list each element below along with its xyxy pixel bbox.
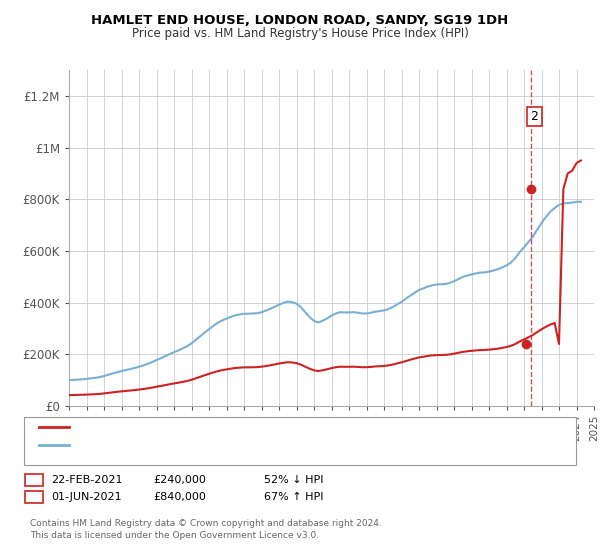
Text: 2: 2 <box>31 492 38 502</box>
Text: 01-JUN-2021: 01-JUN-2021 <box>51 492 122 502</box>
Text: 22-FEB-2021: 22-FEB-2021 <box>51 475 122 485</box>
Text: 67% ↑ HPI: 67% ↑ HPI <box>264 492 323 502</box>
Text: £240,000: £240,000 <box>153 475 206 485</box>
Text: £840,000: £840,000 <box>153 492 206 502</box>
Text: HAMLET END HOUSE, LONDON ROAD, SANDY, SG19 1DH: HAMLET END HOUSE, LONDON ROAD, SANDY, SG… <box>91 14 509 27</box>
Text: 2: 2 <box>530 110 538 123</box>
Text: HAMLET END HOUSE, LONDON ROAD, SANDY, SG19 1DH (detached house): HAMLET END HOUSE, LONDON ROAD, SANDY, SG… <box>75 422 466 432</box>
Text: Contains HM Land Registry data © Crown copyright and database right 2024.
This d: Contains HM Land Registry data © Crown c… <box>30 519 382 540</box>
Text: HPI: Average price, detached house, Central Bedfordshire: HPI: Average price, detached house, Cent… <box>75 440 376 450</box>
Text: Price paid vs. HM Land Registry's House Price Index (HPI): Price paid vs. HM Land Registry's House … <box>131 27 469 40</box>
Text: 1: 1 <box>31 475 38 485</box>
Text: 52% ↓ HPI: 52% ↓ HPI <box>264 475 323 485</box>
